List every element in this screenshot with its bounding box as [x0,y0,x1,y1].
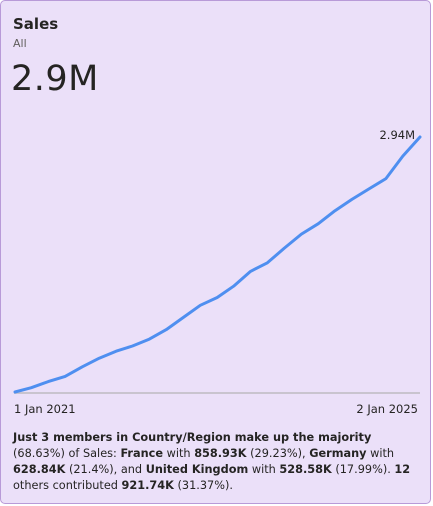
value-others: 921.74K [121,479,174,492]
sales-trend-chart[interactable]: 2.94M [1,1,431,421]
narrative-text: with [163,447,195,460]
narrative-text: with [366,447,395,460]
card-subtitle: All [13,37,27,50]
sales-trend-line[interactable] [13,135,422,394]
pct-germany: (21.4%), and [65,463,146,476]
pct-uk: (17.99%). [331,463,395,476]
x-start-label: 1 Jan 2021 [14,402,76,416]
narrative-text: (68.63%) of Sales: [13,447,121,460]
end-value-label: 2.94M [379,128,415,142]
smart-narrative: Just 3 members in Country/Region make up… [13,430,418,494]
narrative-text: others contributed [13,479,122,492]
others-count: 12 [394,463,411,476]
card-title: Sales [13,15,59,33]
narrative-text: with [248,463,280,476]
kpi-value: 2.9M [11,59,99,99]
x-end-label: 2 Jan 2025 [356,402,418,416]
member-france: France [120,447,164,460]
value-france: 858.93K [194,447,247,460]
pct-france: (29.23%), [246,447,310,460]
value-uk: 528.58K [279,463,332,476]
member-uk: United Kingdom [145,463,249,476]
pct-others: (31.37%). [173,479,233,492]
value-germany: 628.84K [13,463,66,476]
member-germany: Germany [309,447,367,460]
narrative-lead: Just 3 members in Country/Region make up… [13,431,372,444]
